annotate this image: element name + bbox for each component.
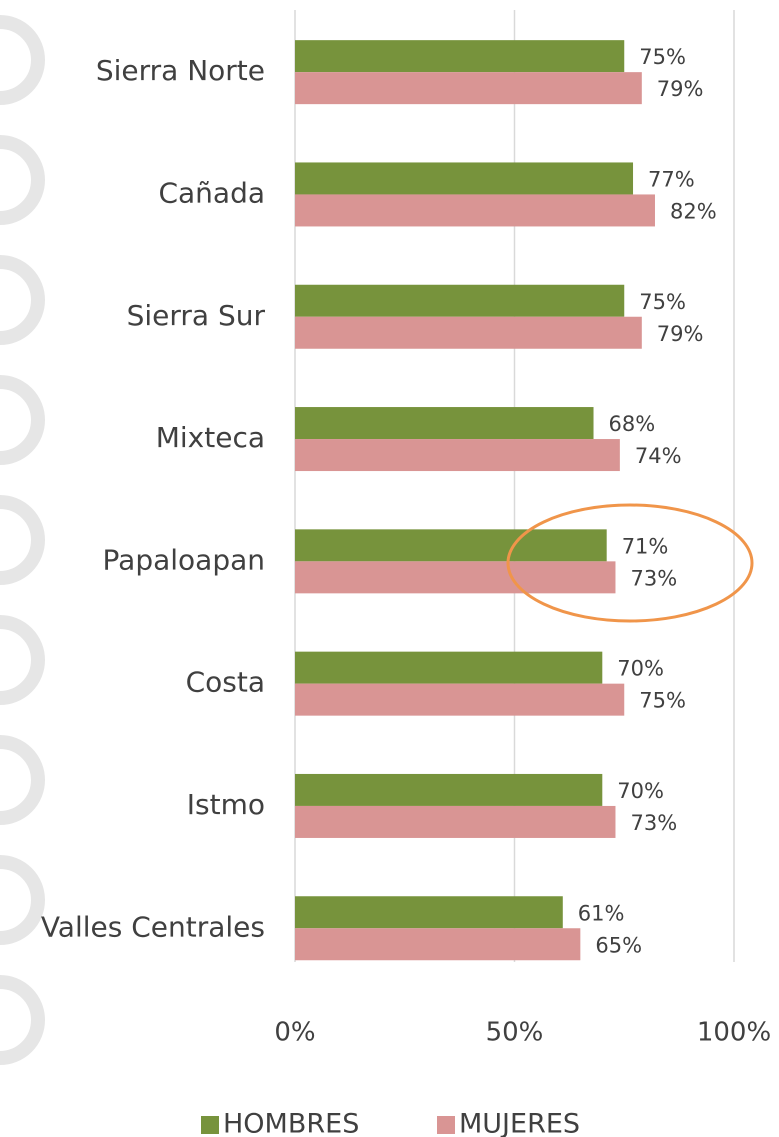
watermark xyxy=(0,15,45,1065)
value-label: 73% xyxy=(630,566,677,590)
x-tick-label: 50% xyxy=(486,1018,544,1048)
bar xyxy=(295,773,603,806)
value-label: 73% xyxy=(630,811,677,835)
value-label: 65% xyxy=(595,933,642,957)
category-label: Costa xyxy=(186,666,265,699)
value-label: 77% xyxy=(648,167,695,191)
bar xyxy=(295,529,607,562)
category-label: Papaloapan xyxy=(103,543,265,576)
category-label: Sierra Norte xyxy=(96,54,265,87)
highlight-ellipse xyxy=(506,503,754,623)
legend-label: MUJERES xyxy=(459,1109,580,1137)
bar xyxy=(295,194,655,227)
bar xyxy=(295,561,616,594)
category-label: Istmo xyxy=(187,788,265,821)
bar xyxy=(295,928,581,961)
bar xyxy=(295,683,625,716)
bar xyxy=(295,439,620,472)
value-label: 61% xyxy=(578,901,625,925)
bar xyxy=(295,407,594,440)
value-label: 82% xyxy=(670,199,717,223)
category-label: Valles Centrales xyxy=(41,910,265,943)
legend-label: HOMBRES xyxy=(223,1109,359,1137)
value-label: 75% xyxy=(639,45,686,69)
value-label: 71% xyxy=(622,534,669,558)
bar xyxy=(295,316,642,349)
x-tick-label: 100% xyxy=(697,1018,771,1048)
bar xyxy=(295,805,616,838)
legend-swatch xyxy=(201,1116,219,1134)
value-label: 70% xyxy=(617,657,664,681)
category-label: Cañada xyxy=(158,176,265,209)
category-label: Mixteca xyxy=(156,421,265,454)
x-tick-label: 0% xyxy=(274,1018,315,1048)
value-label: 75% xyxy=(639,689,686,713)
value-label: 79% xyxy=(657,322,704,346)
value-label: 74% xyxy=(635,444,682,468)
bar xyxy=(295,651,603,684)
legend-swatch xyxy=(437,1116,455,1134)
bar xyxy=(295,162,634,195)
bar xyxy=(295,72,642,105)
value-label: 75% xyxy=(639,290,686,314)
value-label: 79% xyxy=(657,77,704,101)
category-label: Sierra Sur xyxy=(127,299,266,332)
bar xyxy=(295,40,625,73)
bar xyxy=(295,284,625,317)
value-label: 70% xyxy=(617,779,664,803)
bar xyxy=(295,896,563,929)
value-label: 68% xyxy=(609,412,656,436)
